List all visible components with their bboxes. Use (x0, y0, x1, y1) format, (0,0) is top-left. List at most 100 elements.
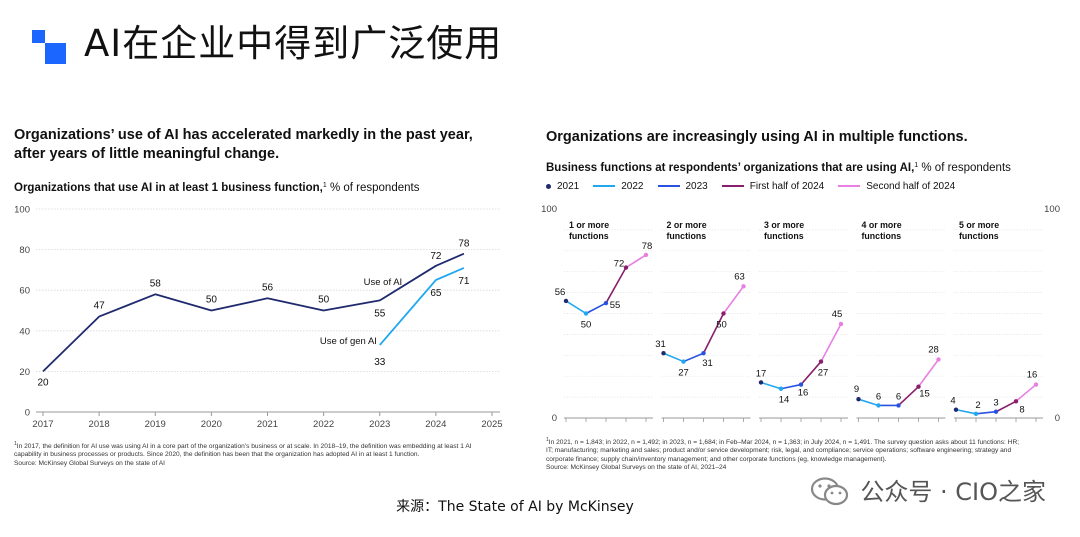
panel-title-line-1: 2 or more (667, 220, 707, 230)
series-segment (857, 398, 880, 407)
series-segment (955, 408, 977, 415)
panel-title-line-2: functions (667, 231, 707, 241)
series-segment (897, 385, 920, 407)
data-point (563, 298, 569, 304)
page-title: AI在企业中得到广泛使用 (84, 22, 503, 65)
y-tick-label: 0 (25, 408, 30, 419)
data-label: 45 (832, 309, 843, 320)
series-line-use-of-gen-ai (379, 267, 465, 346)
data-label: 56 (262, 282, 274, 293)
series-segment (917, 358, 940, 388)
right-chart-title: Organizations are increasingly using AI … (546, 129, 968, 145)
x-tick-label: 2023 (369, 419, 390, 430)
data-point (953, 407, 959, 412)
right-footnote-line-2: IT; manufacturing; marketing and sales; … (546, 447, 1012, 455)
legend-label: 2022 (621, 180, 644, 192)
data-label: 6 (896, 391, 901, 402)
data-label: 3 (993, 398, 998, 409)
data-point (798, 382, 804, 387)
x-tick-label: 2024 (425, 419, 446, 430)
right-subtitle-bold: Business functions at respondents’ organ… (546, 162, 915, 174)
x-tick-label: 2022 (313, 419, 334, 430)
data-label: 78 (642, 241, 653, 252)
series-segment (975, 410, 997, 415)
left-subtitle-bold: Organizations that use AI in at least 1 … (14, 182, 323, 194)
data-point (916, 384, 921, 389)
data-label: 33 (374, 357, 386, 368)
data-label: 58 (150, 278, 162, 289)
y-tick-label: 100 (14, 205, 30, 216)
panel-title-line-1: 4 or more (862, 220, 902, 230)
data-label: 63 (734, 271, 745, 282)
data-label: 78 (458, 239, 470, 250)
series-segment (585, 302, 607, 315)
x-tick-label: 2018 (89, 419, 110, 430)
series-segment (625, 254, 647, 269)
legend-swatch (657, 185, 680, 187)
watermark: 公众号 · CIO之家 (810, 476, 1046, 508)
panel-title-line-2: functions (862, 231, 902, 241)
right-subtitle-rest: % of respondents (918, 162, 1011, 174)
data-point (623, 265, 629, 270)
watermark-text: 公众号 · CIO之家 (860, 478, 1046, 506)
data-label: 65 (430, 288, 442, 299)
y-tick-label: 40 (19, 326, 30, 337)
data-label: 2 (975, 400, 980, 411)
data-label: 50 (581, 320, 592, 331)
data-label: 50 (206, 295, 218, 306)
data-point (661, 351, 666, 356)
data-point (741, 284, 746, 289)
series-segment (662, 352, 685, 363)
series-segment (820, 323, 842, 363)
legend-item-2022: 2022 (593, 180, 644, 192)
right-chart-footnote: 1In 2021, n = 1,843; in 2022, n = 1,492;… (546, 436, 1066, 472)
data-label: 4 (950, 396, 955, 407)
legend-swatch (721, 185, 744, 187)
data-label: 27 (818, 368, 829, 379)
y-tick-label: 100 (541, 204, 557, 215)
series-label-use-of-gen-ai: Use of gen AI (320, 336, 377, 347)
data-label: 72 (614, 259, 625, 270)
data-label: 31 (655, 339, 666, 350)
series-segment (605, 266, 627, 304)
series-segment (1015, 383, 1037, 403)
series-segment (760, 381, 782, 390)
data-label: 56 (555, 287, 566, 298)
data-point (583, 311, 589, 316)
panel-title-line-1: 3 or more (764, 220, 804, 230)
x-tick-label: 2017 (32, 419, 53, 430)
y-tick-label: 80 (19, 245, 30, 256)
x-tick-label: 2025 (481, 419, 502, 430)
left-footnote-line-1: In 2017, the definition for AI use was u… (16, 443, 472, 451)
data-label: 27 (678, 368, 689, 379)
left-chart-subtitle: Organizations that use AI in at least 1 … (14, 178, 514, 196)
left-subtitle-rest: % of respondents (326, 182, 420, 194)
legend-item-second-half-2024: Second half of 2024 (838, 181, 955, 192)
series-segment (682, 352, 705, 363)
data-label: 55 (374, 308, 386, 319)
data-point (603, 300, 609, 306)
left-chart-footnote: 1In 2017, the definition for AI use was … (14, 440, 514, 468)
data-point (758, 380, 764, 385)
data-point (896, 403, 901, 408)
series-segment (780, 383, 802, 390)
legend-label: 2021 (557, 180, 580, 192)
left-footnote-sup: 1 (14, 441, 17, 447)
data-point (936, 357, 941, 362)
right-footnote-sup: 1 (546, 437, 549, 443)
panel-title-line-2: functions (569, 231, 609, 241)
panel-title-line-1: 1 or more (569, 220, 609, 230)
right-subtitle-sup: 1 (914, 162, 919, 169)
data-point (643, 252, 649, 258)
left-footnote-line-3: Source: McKinsey Global Surveys on the s… (14, 459, 165, 467)
legend-item-first-half-2024: First half of 2024 (721, 181, 824, 192)
x-tick-label: 2021 (257, 419, 278, 430)
data-label: 14 (779, 395, 790, 406)
